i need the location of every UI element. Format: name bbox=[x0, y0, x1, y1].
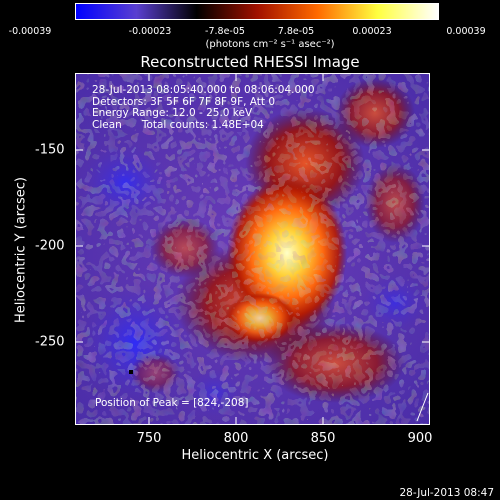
y-tick-label: -250 bbox=[35, 334, 65, 350]
info-detectors: Detectors: 3F 5F 6F 7F 8F 9F, Att 0 bbox=[92, 95, 276, 108]
colorbar-tick-label: 0.00023 bbox=[352, 26, 392, 37]
colorbar bbox=[75, 3, 439, 20]
colorbar-tick-label: -0.00039 bbox=[8, 26, 52, 37]
y-axis-label: Heliocentric Y (arcsec) bbox=[13, 177, 29, 323]
colorbar-tick-label: -0.00023 bbox=[128, 26, 172, 37]
x-tick-label: 800 bbox=[223, 431, 249, 446]
plot-title: Reconstructed RHESSI Image bbox=[140, 53, 360, 71]
colorbar-tick-label: 0.00039 bbox=[446, 26, 486, 37]
x-axis-label: Heliocentric X (arcsec) bbox=[181, 448, 329, 463]
y-tick-label: -150 bbox=[35, 142, 65, 158]
plot-frame-border bbox=[75, 73, 430, 425]
colorbar-tick-label: 7.8e-05 bbox=[277, 26, 315, 37]
y-tick-label: -200 bbox=[35, 238, 65, 254]
peak-position-label: Position of Peak = [824,-208] bbox=[95, 397, 249, 409]
observation-info: 28-Jul-2013 08:05:40.000 to 08:06:04.000… bbox=[92, 84, 315, 131]
generation-timestamp: 28-Jul-2013 08:47 bbox=[399, 487, 494, 499]
rhessi-image-plot bbox=[75, 73, 430, 425]
info-total-counts: Clean Total counts: 1.48E+04 bbox=[92, 118, 264, 131]
info-energy-range: Energy Range: 12.0 - 25.0 keV bbox=[92, 107, 253, 119]
info-time-range: 28-Jul-2013 08:05:40.000 to 08:06:04.000 bbox=[92, 84, 315, 96]
colorbar-tick-label: -7.8e-05 bbox=[205, 26, 245, 37]
x-tick-label: 850 bbox=[310, 431, 336, 446]
colorbar-unit-label: (photons cm⁻² s⁻¹ asec⁻²) bbox=[205, 39, 335, 50]
x-tick-label: 750 bbox=[136, 431, 162, 446]
x-tick-label: 900 bbox=[407, 431, 433, 446]
